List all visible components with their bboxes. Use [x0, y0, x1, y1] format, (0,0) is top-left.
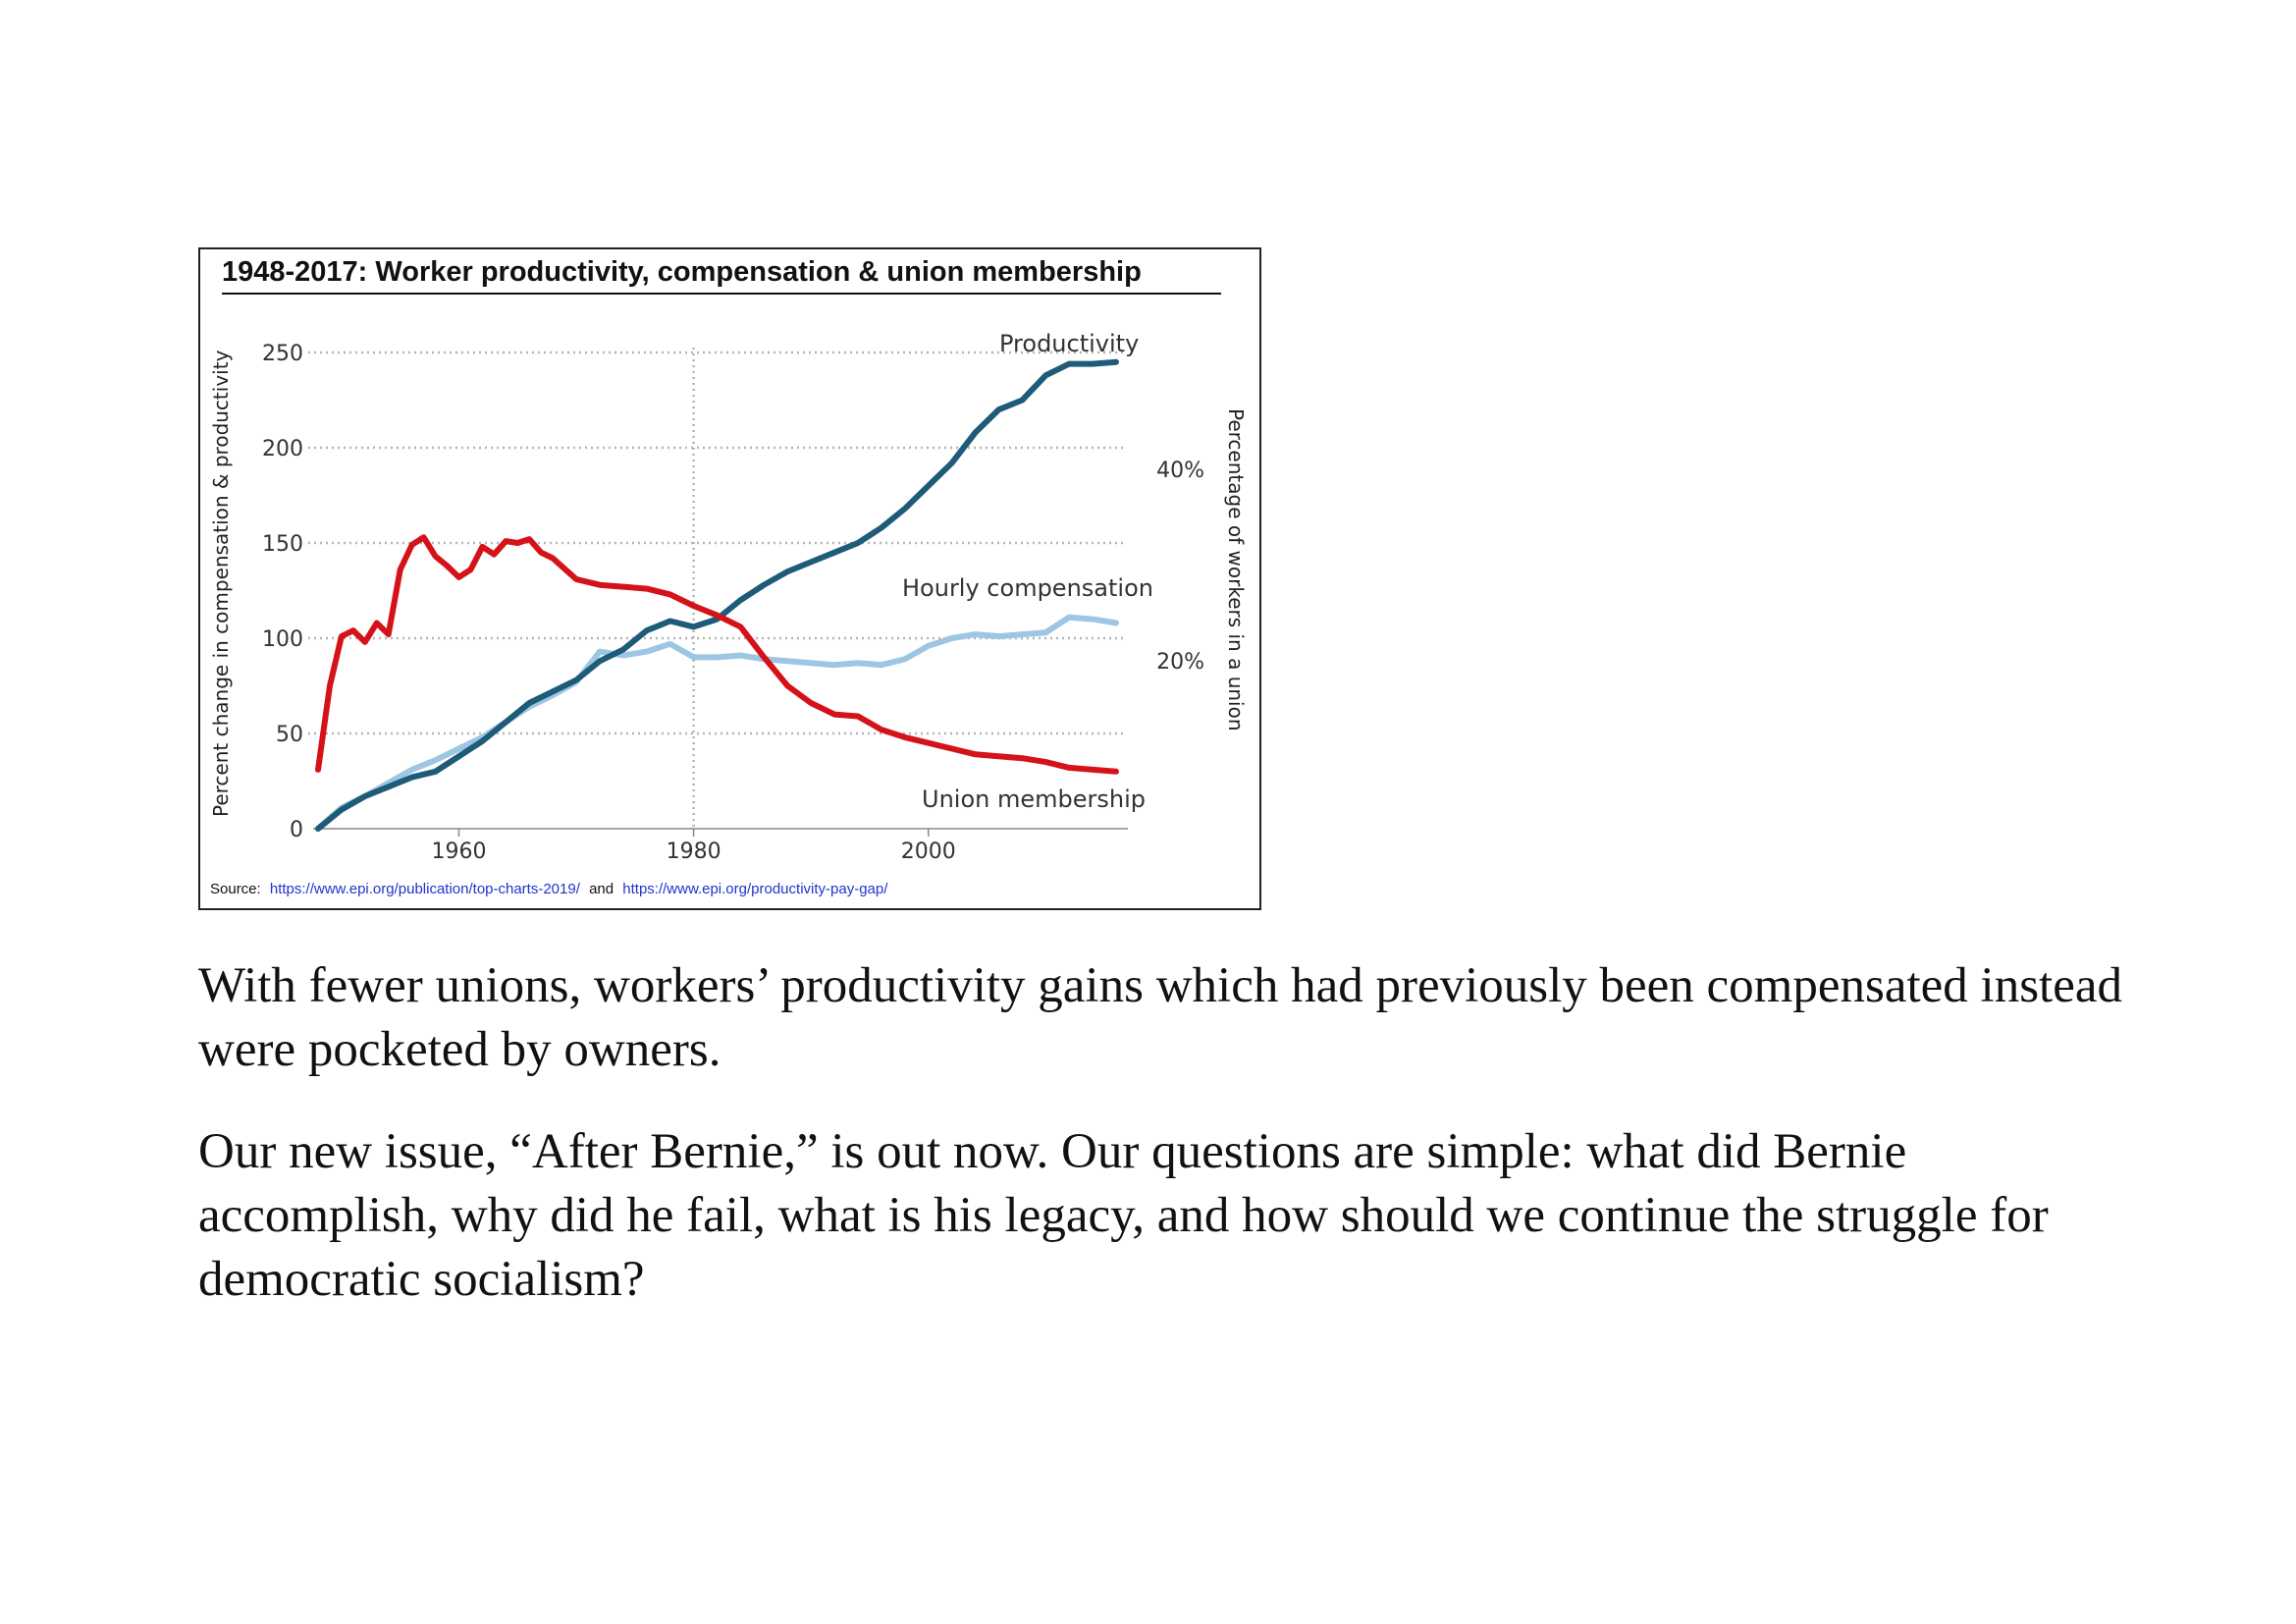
paragraph-unions: With fewer unions, workers’ productivity… [198, 958, 2122, 1077]
series-line-hourly-compensation [315, 614, 1119, 832]
y2-axis-title: Percentage of workers in a union [1224, 408, 1248, 731]
y-tick-label: 150 [262, 532, 303, 557]
source-and: and [589, 881, 614, 897]
source-link-2[interactable]: https://www.epi.org/productivity-pay-gap… [622, 881, 888, 897]
paragraph-after-bernie: Our new issue, “After Bernie,” is out no… [198, 1124, 2049, 1307]
y2-tick-label: 20% [1156, 650, 1204, 675]
y-tick-label: 100 [262, 627, 303, 652]
chart-title: 1948-2017: Worker productivity, compensa… [222, 256, 1142, 288]
chart-figure: 1948-2017: Worker productivity, compensa… [198, 247, 1261, 910]
label-productivity: Productivity [999, 330, 1139, 357]
series-line-productivity [315, 358, 1119, 832]
x-tick-label: 2000 [901, 839, 956, 864]
series-lines [315, 358, 1119, 832]
source-prefix: Source: [210, 881, 261, 897]
series-line-union-membership [315, 534, 1119, 775]
y-tick-label: 50 [276, 723, 303, 747]
y-tick-label: 200 [262, 437, 303, 461]
y-tick-label: 0 [290, 818, 303, 842]
label-union-membership: Union membership [922, 785, 1146, 813]
source-link-1[interactable]: https://www.epi.org/publication/top-char… [270, 881, 581, 897]
y-axis-title: Percent change in compensation & product… [209, 350, 233, 817]
source-line: Source: https://www.epi.org/publication/… [210, 881, 888, 897]
label-hourly-compensation: Hourly compensation [902, 574, 1153, 602]
chart-svg: 1948-2017: Worker productivity, compensa… [209, 256, 1248, 897]
y2-tick-label: 40% [1156, 459, 1204, 483]
x-tick-label: 1960 [431, 839, 486, 864]
gridlines [308, 348, 1128, 830]
y-tick-label: 250 [262, 342, 303, 366]
x-tick-label: 1980 [667, 839, 721, 864]
axes: 0 50 100 150 200 250 1960 1980 2000 20% 40% [262, 342, 1204, 864]
